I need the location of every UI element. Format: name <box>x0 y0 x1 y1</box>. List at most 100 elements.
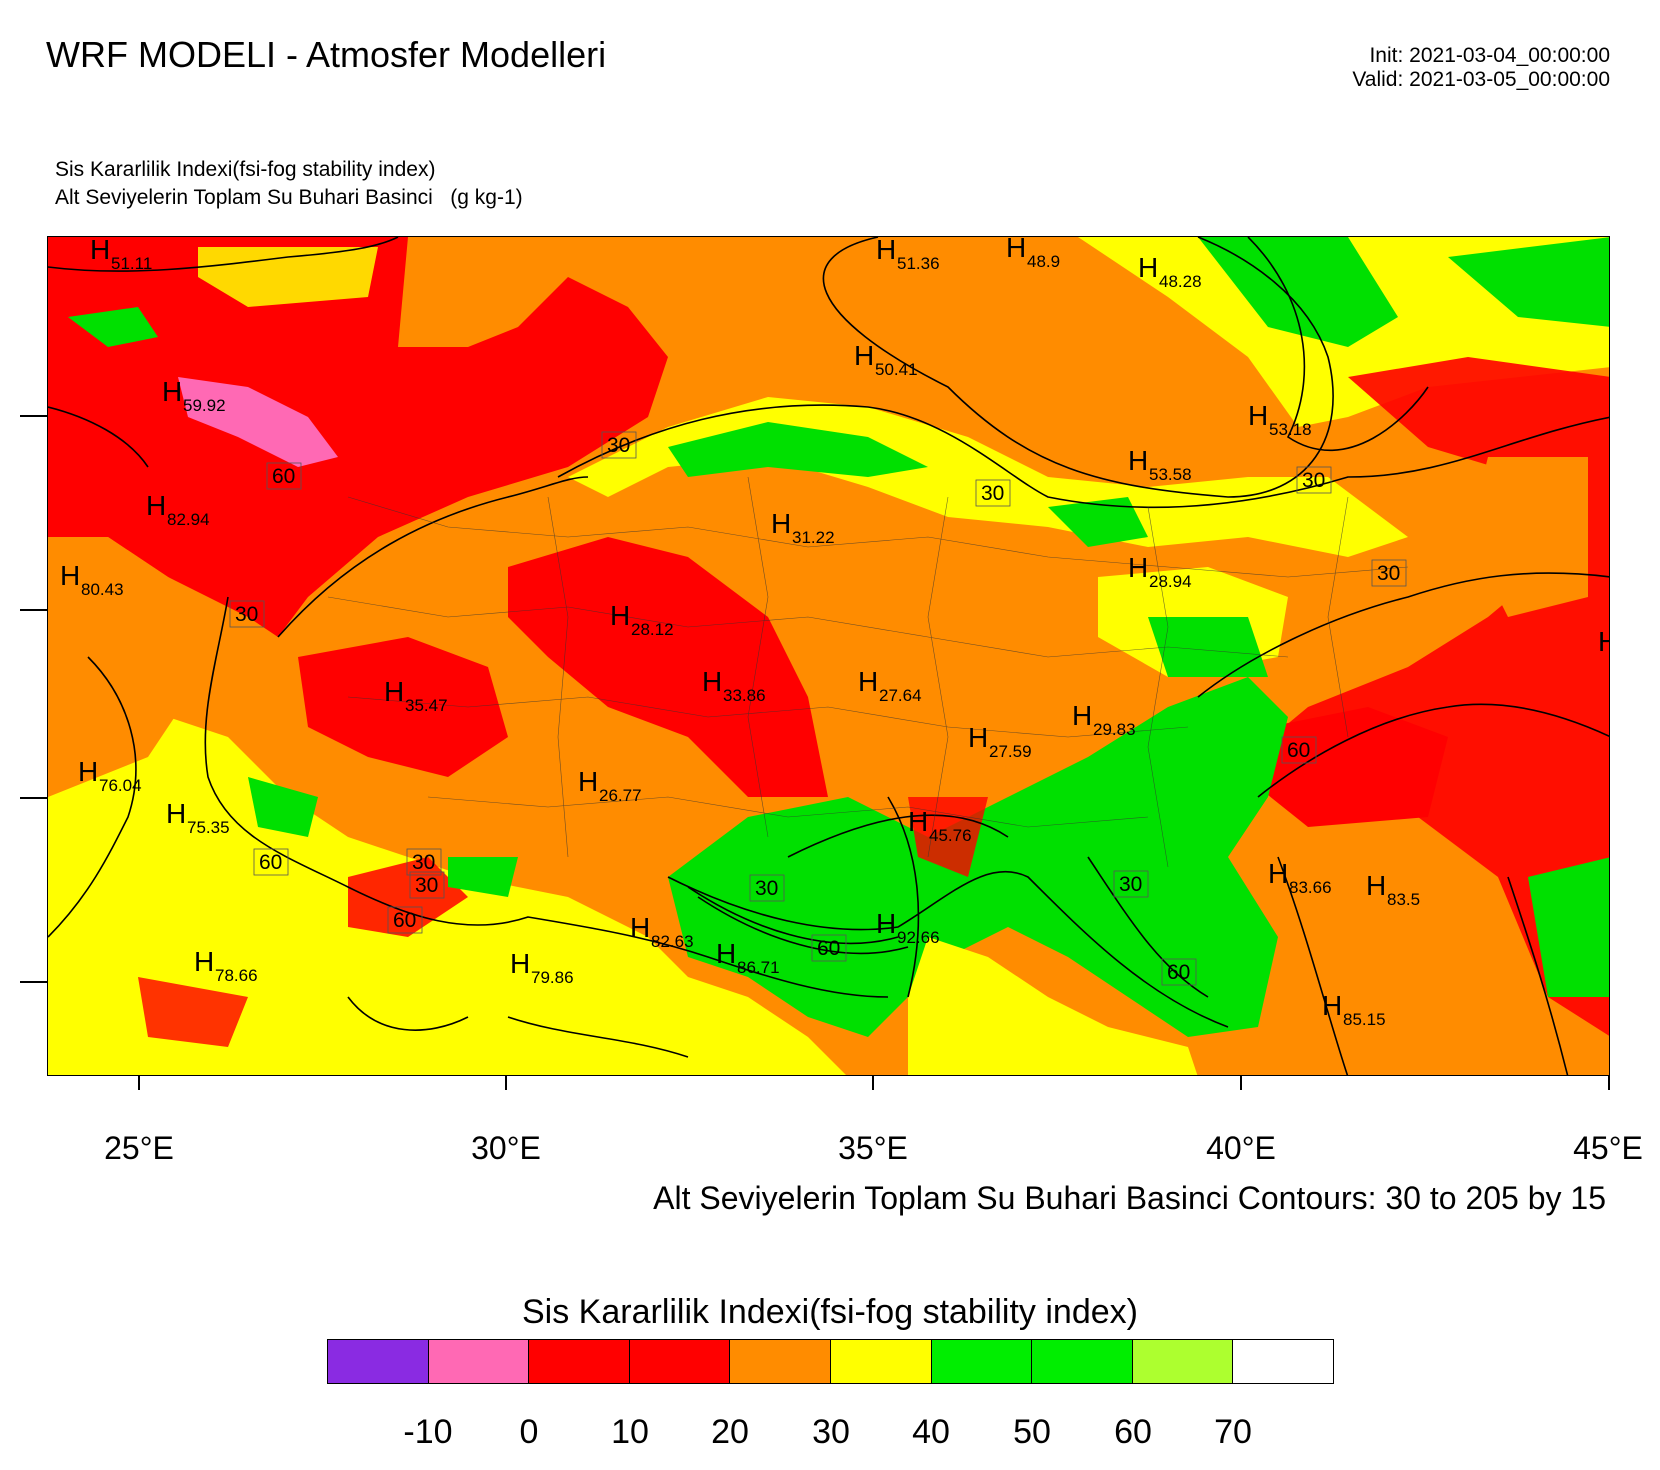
contour-field-label: Alt Seviyelerin Toplam Su Buhari Basinci… <box>55 186 523 209</box>
contour-label: 30 <box>235 603 258 626</box>
red-patch <box>138 977 248 1047</box>
contour-line <box>1257 703 1609 798</box>
high-marker-value: 79.86 <box>531 968 574 987</box>
high-marker-value: 53.58 <box>1149 465 1192 484</box>
contour-label: 60 <box>259 851 282 874</box>
lat-tick <box>20 797 47 799</box>
colorbar-tick-label: 30 <box>812 1413 850 1451</box>
high-marker-letter: H <box>162 376 182 407</box>
colorbar-box <box>328 1340 429 1383</box>
contour-label-box <box>387 906 423 934</box>
colorbar-box <box>529 1340 630 1383</box>
high-marker-letter: H <box>194 946 214 977</box>
colorbar-tick-label: 20 <box>711 1413 749 1451</box>
contour-label: 60 <box>393 909 416 932</box>
map-panel: H 51.11 H 51.36 H 48.9 H 48.28 H 50.41 H 59.92 H 53.1… <box>47 236 1610 1076</box>
map-title: WRF MODELI - Atmosfer Modelleri <box>46 34 607 75</box>
border-line <box>327 596 1289 658</box>
border-line <box>747 476 769 838</box>
green-patch <box>1528 857 1609 997</box>
green-patch <box>668 422 928 477</box>
high-marker-value: 51.36 <box>897 254 940 273</box>
high-marker-letter: H <box>166 798 186 829</box>
init-time: Init: 2021-03-04_00:00:00 <box>1369 44 1610 67</box>
high-marker-value: 76.04 <box>99 776 142 795</box>
high-marker-letter: H <box>876 908 896 939</box>
high-marker-value: 29.83 <box>1093 720 1136 739</box>
contour-label-box <box>601 431 637 459</box>
colorbar-tick-label: 70 <box>1214 1413 1252 1451</box>
high-marker-letter: H <box>1248 400 1268 431</box>
high-marker-value: 92.66 <box>897 928 940 947</box>
contour-line <box>277 476 589 638</box>
contour-info: Alt Seviyelerin Toplam Su Buhari Basinci… <box>653 1180 1606 1216</box>
high-marker-letter: H <box>60 560 80 591</box>
high-marker-letter: H <box>78 756 98 787</box>
high-marker-value: 31.22 <box>792 528 835 547</box>
contour-line <box>204 596 889 998</box>
contour-line <box>887 796 920 998</box>
green-patch <box>1048 497 1148 547</box>
high-marker-value: 33.86 <box>723 686 766 705</box>
orange-patch <box>48 537 228 797</box>
border-line <box>347 496 1409 578</box>
red-patch <box>348 857 468 937</box>
contour-label-box <box>266 462 302 490</box>
contour-line <box>48 406 149 468</box>
contour-line <box>822 237 1334 498</box>
colorbar-tick-label: 40 <box>912 1413 950 1451</box>
green-patch <box>68 307 158 347</box>
green-region <box>668 677 1288 1037</box>
lon-label: 35°E <box>838 1130 908 1166</box>
fsi-map: H 51.11 H 51.36H 48.9 H 48.28H 50.41H 59.92 H 53.1… <box>48 237 1609 1075</box>
green-patch <box>448 857 518 897</box>
border-line <box>427 796 1149 828</box>
contour-line <box>1507 876 1569 1075</box>
contour-label-box <box>1161 958 1197 986</box>
high-marker-letter: H <box>854 340 874 371</box>
contour-label: 30 <box>607 434 630 457</box>
contour-label: 30 <box>415 874 438 897</box>
high-marker-value: 45.76 <box>929 826 972 845</box>
high-marker-letter: H <box>1072 700 1092 731</box>
high-marker-letter: H <box>578 766 598 797</box>
border-line <box>1147 506 1169 868</box>
high-marker-letter: H <box>771 508 791 539</box>
high-marker-letter: H <box>90 237 110 265</box>
yellow-patch <box>908 937 1198 1075</box>
high-marker-letter: H <box>1138 252 1158 283</box>
colorbar-tick-label: 60 <box>1114 1413 1152 1451</box>
high-marker-letter: H <box>1006 237 1026 263</box>
contour-line <box>1247 237 1429 452</box>
colorbar-tick-label: 50 <box>1013 1413 1051 1451</box>
lon-label: 25°E <box>104 1130 174 1166</box>
high-marker-value: 86.71 <box>737 958 780 977</box>
contour-line <box>687 886 899 945</box>
high-marker-value: 83.66 <box>1289 878 1332 897</box>
green-patch <box>248 777 318 837</box>
colorbar-box <box>1233 1340 1333 1383</box>
high-marker-letter: H <box>876 237 896 265</box>
colorbar-box <box>428 1340 530 1383</box>
colorbar-tick-label: 0 <box>519 1413 539 1451</box>
lat-tick <box>20 609 47 611</box>
contour-lines <box>48 237 1609 1075</box>
red-region <box>508 537 828 797</box>
high-marker-value: 50.41 <box>875 360 918 379</box>
colorbar-tick-label: 10 <box>611 1413 649 1451</box>
high-marker-value: 59.92 <box>183 396 226 415</box>
red-region <box>298 637 508 777</box>
contour-line <box>787 814 1009 858</box>
contour-label: 60 <box>817 937 840 960</box>
init-valid-time: Init: 2021-03-04_00:00:00 Valid: 2021-03… <box>1352 44 1610 92</box>
colorbar-tick-label: -10 <box>403 1413 453 1451</box>
lon-tick <box>505 1076 507 1090</box>
pink-patch <box>178 377 338 467</box>
border-line <box>1327 496 1349 738</box>
contour-label-box <box>253 848 289 876</box>
colorbar-box <box>730 1340 831 1383</box>
high-marker-value: 83.5 <box>1387 890 1420 909</box>
colorbar-box <box>1132 1340 1234 1383</box>
green-patch <box>1148 617 1268 677</box>
province-borders <box>327 476 1409 868</box>
